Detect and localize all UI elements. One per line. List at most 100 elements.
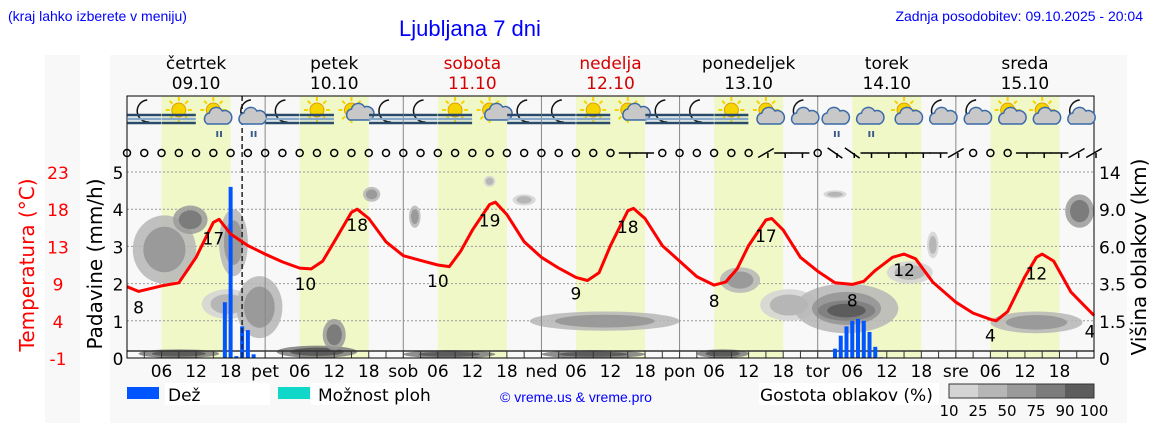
cloud-shape	[929, 106, 958, 125]
cloud-shape	[894, 106, 924, 125]
temperature-value-label: 17	[203, 229, 225, 249]
cloud-core	[1005, 315, 1068, 330]
cloud-shape	[203, 106, 233, 125]
cloud-height-axis-title: Višina oblakov (km)	[1127, 159, 1151, 356]
sun-ray	[460, 100, 465, 105]
temperature-value-label: 8	[709, 292, 720, 312]
sun-fog-icon	[299, 97, 334, 125]
cloud-shape	[1032, 106, 1062, 125]
density-step-label: 90	[1055, 402, 1074, 420]
x-hour-label: 18	[220, 362, 242, 382]
wind-calm-icon	[485, 148, 494, 158]
rain-bar	[867, 331, 872, 358]
sun-ray	[168, 100, 174, 105]
wind-calm-icon	[468, 148, 477, 158]
cloud-core	[410, 209, 419, 225]
sun-ray	[1032, 100, 1037, 105]
temperature-tick: -1	[50, 350, 67, 370]
x-hour-label: 12	[876, 362, 898, 382]
density-swatch	[978, 384, 1007, 398]
rain-bar	[222, 302, 227, 358]
daylight-band	[299, 96, 369, 358]
rain-drops: ıı	[215, 127, 223, 140]
x-hour-label: 18	[496, 362, 518, 382]
wind-calm-icon	[243, 148, 253, 158]
cloud-shape	[963, 106, 993, 125]
cloud-core	[143, 226, 186, 273]
cloud-core	[726, 271, 754, 289]
moon-fog-icon	[369, 99, 404, 125]
temperature-tick: 18	[47, 201, 69, 221]
wind-calm-icon	[433, 148, 443, 158]
wind-calm-icon	[502, 148, 512, 158]
wind-barb-icon	[912, 152, 931, 158]
temperature-tick: 13	[47, 238, 69, 258]
cloud-height-tick: 1.5	[1099, 313, 1126, 333]
rain-bar	[240, 326, 245, 358]
rain-legend-label: Dež	[168, 386, 201, 406]
temperature-tick: 23	[47, 164, 69, 184]
cloud-height-tick: 0	[1099, 350, 1110, 370]
temperature-value-label: 8	[133, 298, 144, 318]
moon-cloud-icon	[929, 99, 958, 125]
wind-barb-icon	[895, 152, 914, 158]
temperature-tick: 4	[53, 313, 64, 333]
x-hour-label: 18	[911, 362, 933, 382]
rain-legend-swatch	[127, 387, 159, 399]
x-hour-label: 18	[1049, 362, 1071, 382]
density-step-label: 25	[968, 402, 987, 420]
wind-barb-icon	[1068, 147, 1085, 159]
sun-fog-icon	[714, 97, 749, 125]
rain-bar	[856, 318, 861, 358]
rain-bar	[838, 335, 843, 358]
sun-ray	[909, 100, 914, 105]
moon-cloud-icon	[790, 99, 820, 125]
wind-barb-icon	[1015, 152, 1034, 158]
cloud-shape	[821, 106, 851, 125]
x-day-label: pon	[664, 362, 696, 382]
showers-legend-label: Možnost ploh	[318, 386, 431, 406]
legend-label-bg	[311, 383, 421, 405]
rain-drops: ıı	[833, 127, 841, 140]
wind-barb-icon	[947, 147, 965, 159]
sun-ray	[583, 100, 588, 105]
sun-ray	[598, 100, 604, 105]
day-date: 11.10	[448, 74, 497, 94]
wind-calm-icon	[744, 148, 753, 158]
cloud-core	[210, 294, 245, 314]
wind-barb-icon	[636, 152, 655, 158]
cloud-core	[418, 351, 481, 357]
wind-calm-icon	[122, 148, 132, 158]
sun-ray	[771, 100, 776, 105]
wind-calm-icon	[675, 148, 684, 158]
temperature-value-label: 18	[617, 218, 639, 238]
sun-ray	[341, 115, 346, 120]
sun-ray	[218, 100, 224, 105]
density-scale-border	[948, 383, 1095, 399]
cloud-shape	[756, 106, 786, 125]
temperature-value-label: 9	[571, 284, 582, 304]
barb-shaft	[1068, 147, 1085, 159]
moon-fog-icon	[127, 99, 162, 125]
cloud-shape	[790, 106, 820, 125]
sun-ray	[737, 100, 742, 105]
temperature-value-label: 18	[346, 216, 368, 236]
cloud-core	[1070, 199, 1090, 223]
sun-ray	[184, 100, 189, 105]
temperature-axis-title: Temperatura (°C)	[15, 178, 39, 352]
wind-calm-icon	[347, 148, 356, 158]
wind-calm-icon	[554, 148, 563, 158]
legend-label-bg	[165, 383, 270, 405]
wind-calm-icon	[209, 148, 218, 158]
sun-shape	[171, 102, 187, 118]
x-hour-label: 18	[358, 362, 380, 382]
wind-calm-icon	[519, 148, 529, 158]
x-hour-label: 06	[703, 362, 725, 382]
wind-calm-icon	[727, 148, 736, 158]
wind-calm-icon	[364, 148, 373, 158]
sun-ray	[445, 100, 450, 105]
copyright: © vreme.us & vreme.pro	[500, 389, 652, 405]
wind-barb-icon	[1033, 152, 1052, 158]
day-name: nedelja	[579, 54, 641, 74]
precip-tick: 4	[113, 201, 124, 221]
